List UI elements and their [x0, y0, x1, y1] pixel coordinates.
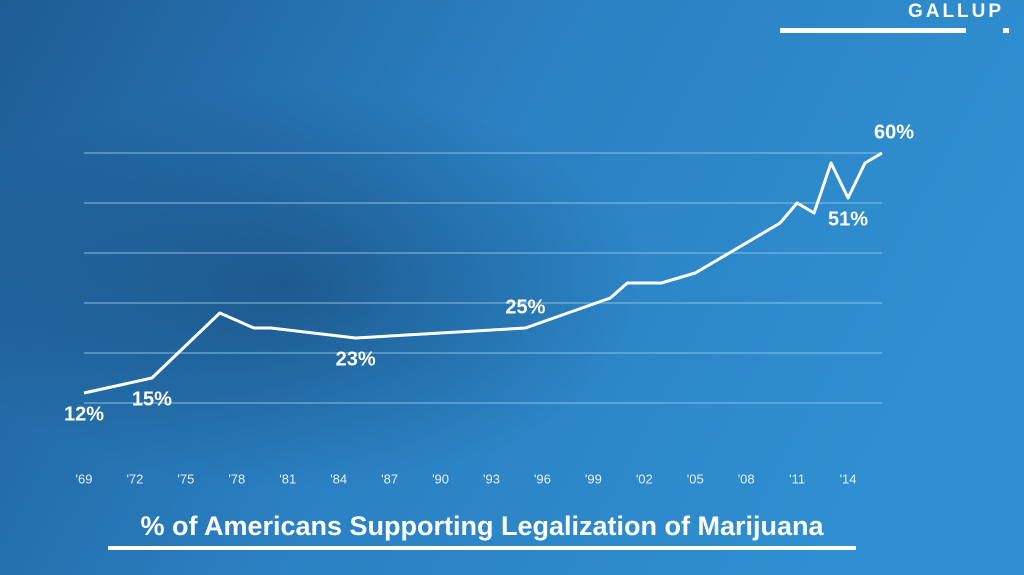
x-tick-label: '14 [840, 471, 857, 486]
x-tick-label: '93 [483, 471, 500, 486]
title-underline [108, 546, 856, 550]
chart-title: % of Americans Supporting Legalization o… [140, 511, 824, 541]
x-tick-label: '78 [228, 471, 245, 486]
value-label: 25% [505, 296, 545, 318]
x-tick-label: '99 [585, 471, 602, 486]
source-bar-dot [1003, 28, 1009, 33]
x-tick-label: '87 [381, 471, 398, 486]
x-tick-label: '75 [177, 471, 194, 486]
x-tick-label: '11 [789, 471, 805, 486]
x-tick-label: '90 [432, 471, 449, 486]
value-label: 23% [336, 348, 376, 370]
value-label: 12% [64, 403, 104, 425]
x-tick-label: '81 [279, 471, 296, 486]
x-tick-label: '69 [76, 471, 93, 486]
source: GALLUP [908, 1, 1004, 22]
x-tick-label: '05 [687, 471, 704, 486]
line [83, 151, 883, 395]
x-tick-label: '96 [534, 471, 551, 486]
x-tick-label: '84 [330, 471, 347, 486]
value-label: 60% [874, 121, 914, 143]
value-label: 15% [132, 388, 172, 410]
x-tick-label: '72 [126, 471, 143, 486]
source-bar [780, 28, 966, 33]
value-label: 51% [828, 208, 868, 230]
x-tick-label: '08 [738, 471, 755, 486]
plot: '69 '72 '75 '78 '81 '84 '87 '90 '93 '96 '99 '02 '05 '… [64, 121, 914, 486]
x-tick-label: '02 [636, 471, 653, 486]
